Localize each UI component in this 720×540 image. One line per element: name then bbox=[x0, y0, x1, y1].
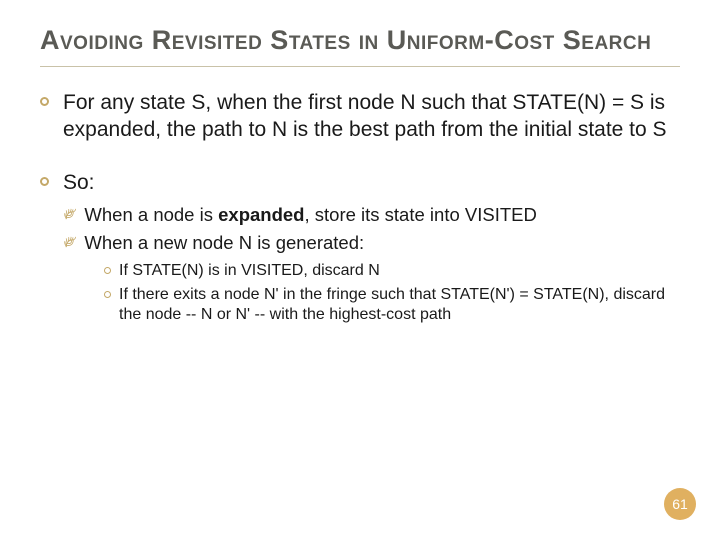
bullet-text: If STATE(N) is in VISITED, discard N bbox=[119, 261, 380, 282]
swirl-bullet-icon: ༗ bbox=[64, 203, 76, 227]
bullet-text: When a new node N is generated: bbox=[84, 231, 364, 255]
bullet-lvl1: For any state S, when the first node N s… bbox=[40, 89, 680, 144]
text-fragment: , store its state into VISITED bbox=[304, 204, 536, 225]
slide-title: Avoiding Revisited States in Uniform-Cos… bbox=[40, 24, 680, 67]
ring-bullet-icon bbox=[104, 291, 111, 298]
page-number-badge: 61 bbox=[664, 488, 696, 520]
sub-bullets: ༗ When a node is expanded, store its sta… bbox=[64, 203, 680, 326]
page-number: 61 bbox=[672, 496, 688, 512]
bullet-text: When a node is expanded, store its state… bbox=[84, 203, 536, 227]
sub-sub-bullets: If STATE(N) is in VISITED, discard N If … bbox=[104, 261, 680, 326]
bullet-lvl2: ༗ When a node is expanded, store its sta… bbox=[64, 203, 680, 227]
bullet-text: So: bbox=[63, 169, 95, 196]
bullet-text: If there exits a node N' in the fringe s… bbox=[119, 285, 680, 327]
ring-bullet-icon bbox=[104, 267, 111, 274]
slide-container: Avoiding Revisited States in Uniform-Cos… bbox=[0, 0, 720, 540]
text-fragment: When a node is bbox=[84, 204, 218, 225]
text-bold: expanded bbox=[218, 204, 304, 225]
slide-content: For any state S, when the first node N s… bbox=[40, 89, 680, 326]
ring-bullet-icon bbox=[40, 97, 49, 106]
bullet-text: For any state S, when the first node N s… bbox=[63, 89, 680, 144]
bullet-lvl2: ༗ When a new node N is generated: bbox=[64, 231, 680, 255]
bullet-lvl3: If there exits a node N' in the fringe s… bbox=[104, 285, 680, 327]
ring-bullet-icon bbox=[40, 177, 49, 186]
bullet-lvl1: So: bbox=[40, 169, 680, 196]
swirl-bullet-icon: ༗ bbox=[64, 231, 76, 255]
bullet-lvl3: If STATE(N) is in VISITED, discard N bbox=[104, 261, 680, 282]
